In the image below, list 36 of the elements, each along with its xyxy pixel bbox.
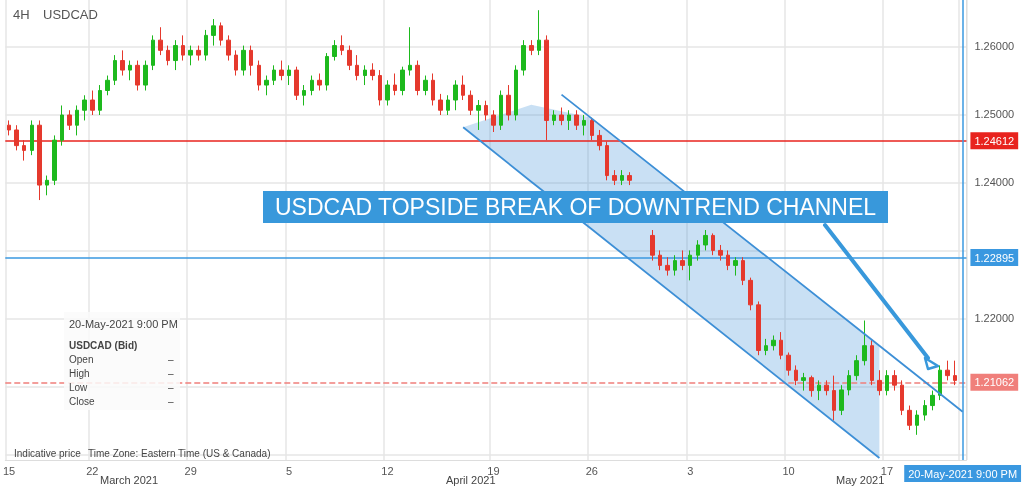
ref-line-label: 1.24612 bbox=[974, 134, 1015, 147]
y-tick-label: 1.22000 bbox=[974, 312, 1015, 325]
x-tick-label: 26 bbox=[585, 464, 598, 477]
text: April 2021 bbox=[446, 474, 496, 486]
ref-line-label: 1.21062 bbox=[974, 376, 1015, 389]
ref-line-label: 1.22895 bbox=[974, 251, 1015, 264]
annotation: Low bbox=[69, 382, 88, 394]
y-tick-label: 1.25000 bbox=[974, 108, 1015, 121]
annotation: Indicative price bbox=[14, 448, 81, 460]
annotation: Open bbox=[69, 354, 94, 366]
annotation: 20-May-2021 9:00 PM bbox=[69, 318, 178, 330]
x-tick-label: 20-May-2021 9:00 PM bbox=[908, 467, 1018, 480]
text: 4H bbox=[13, 7, 30, 22]
x-tick-label: 3 bbox=[687, 464, 694, 477]
annotation: Time Zone: Eastern Time (US & Canada) bbox=[88, 448, 271, 460]
x-tick-label: 5 bbox=[286, 464, 293, 477]
annotation: – bbox=[168, 396, 174, 408]
x-tick-label: 29 bbox=[184, 464, 197, 477]
annotation: USDCAD (Bid) bbox=[69, 340, 138, 352]
y-tick-label: 1.24000 bbox=[974, 176, 1015, 189]
text: USDCAD bbox=[43, 7, 98, 22]
x-tick-label: 15 bbox=[2, 464, 16, 477]
x-tick-label: 12 bbox=[381, 464, 394, 477]
x-tick-label: 10 bbox=[782, 464, 795, 477]
annotation: Close bbox=[69, 396, 95, 408]
text: May 2021 bbox=[836, 474, 885, 486]
annotation: – bbox=[168, 368, 174, 380]
x-tick-label: 17 bbox=[880, 464, 894, 477]
annotation: – bbox=[168, 382, 174, 394]
annotation: USDCAD TOPSIDE BREAK OF DOWNTREND CHANNEL bbox=[263, 191, 889, 223]
text: March 2021 bbox=[100, 474, 159, 486]
x-tick-label: 19 bbox=[487, 464, 500, 477]
x-tick-label: 22 bbox=[86, 464, 99, 477]
y-tick-label: 1.26000 bbox=[974, 40, 1015, 53]
annotation: – bbox=[168, 354, 174, 366]
annotation: High bbox=[69, 368, 90, 380]
